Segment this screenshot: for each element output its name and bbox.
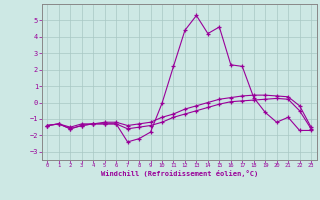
X-axis label: Windchill (Refroidissement éolien,°C): Windchill (Refroidissement éolien,°C) xyxy=(100,170,258,177)
